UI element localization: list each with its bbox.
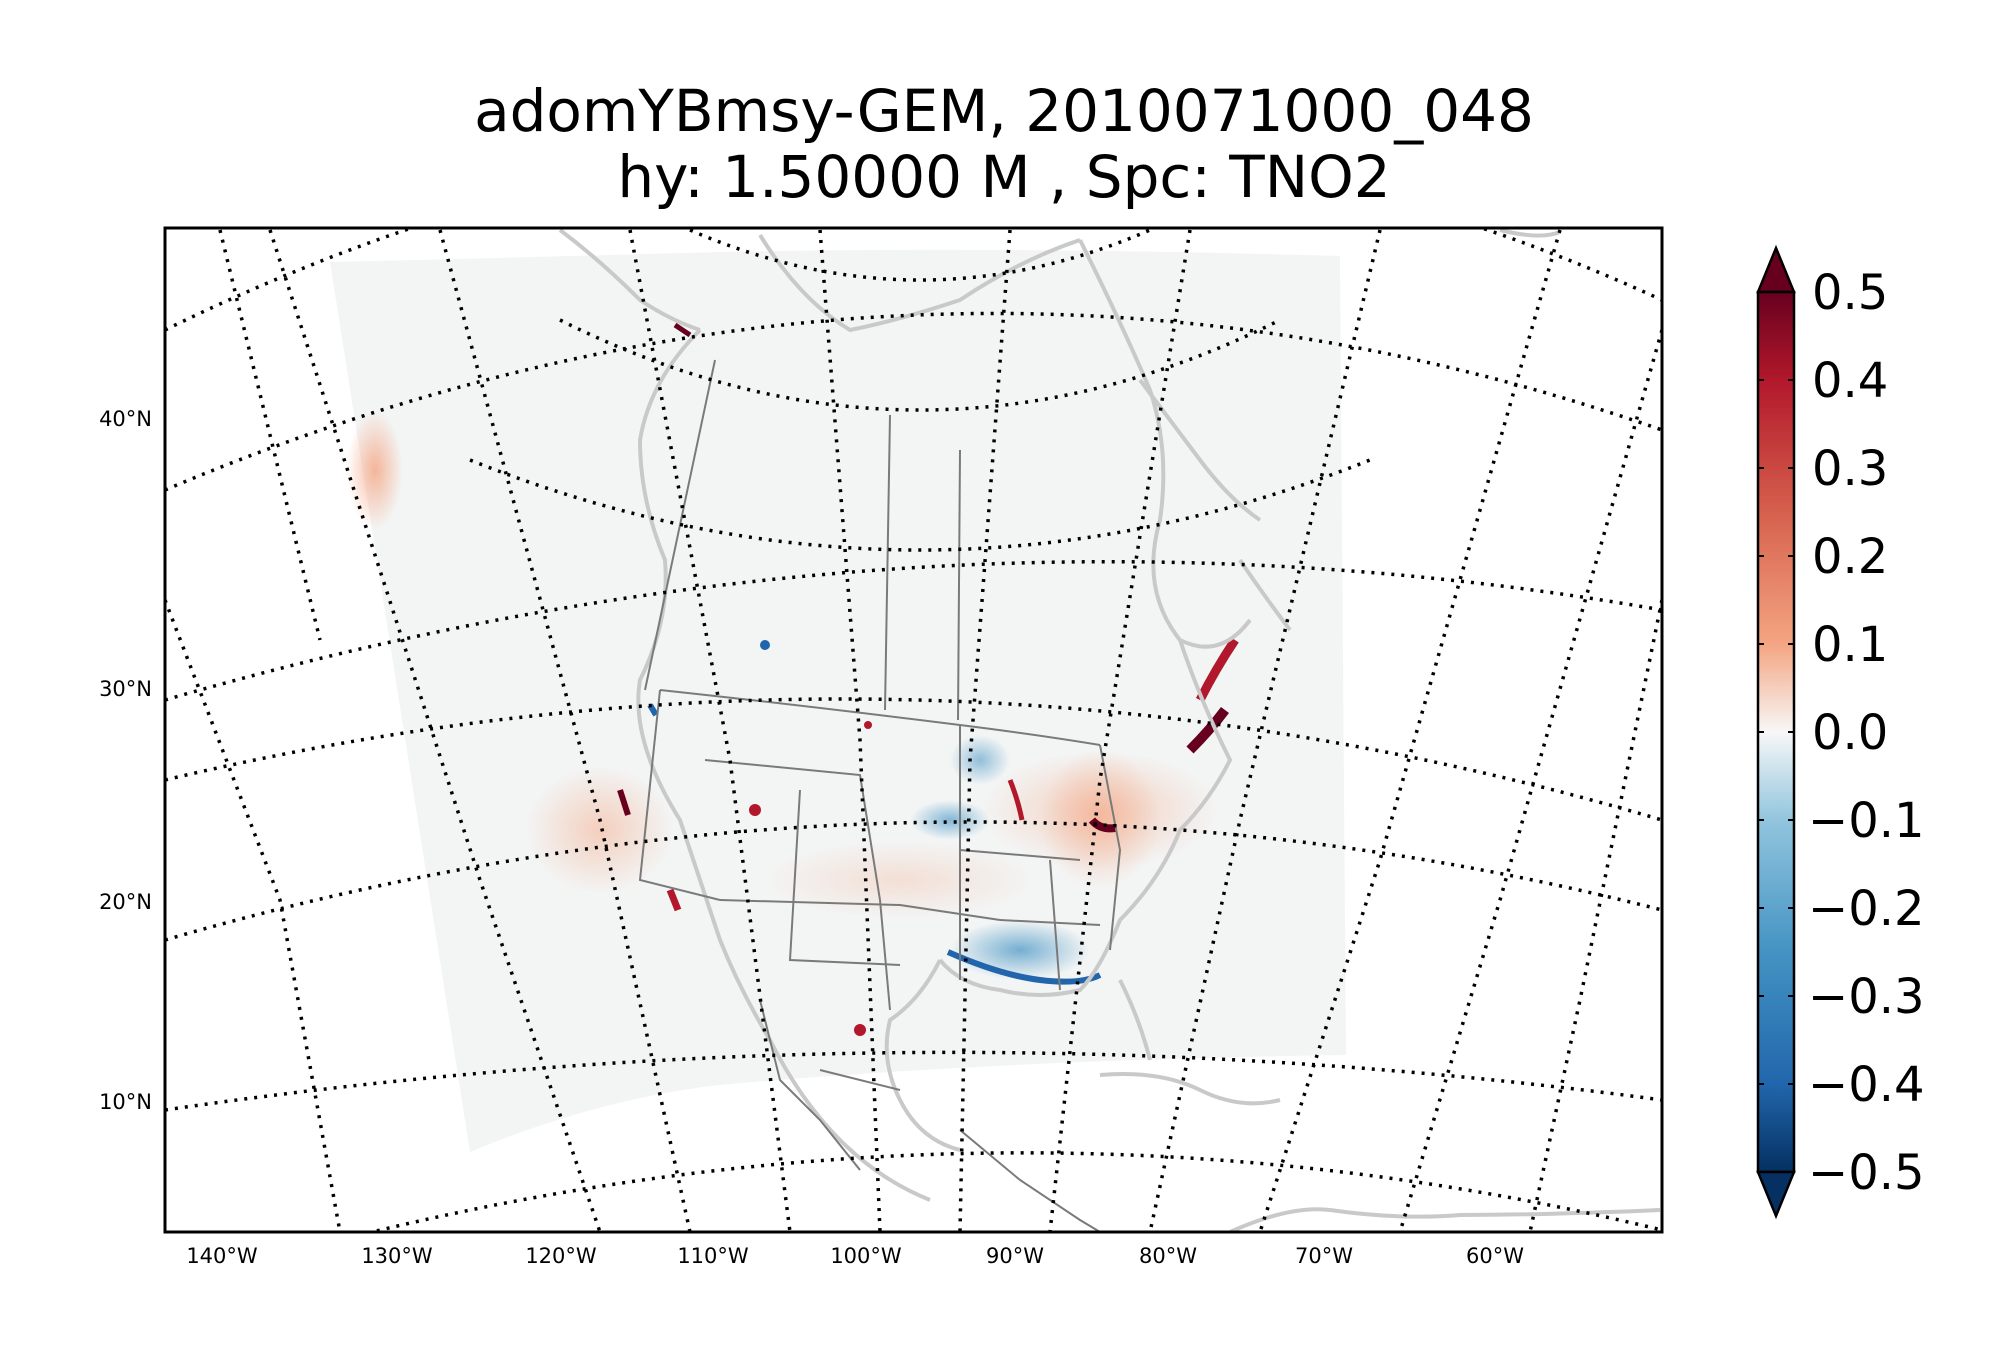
lon-label: 80°W [1139,1244,1197,1268]
colorbar-tick-label: 0.1 [1812,617,1888,673]
colorbar-tick-label: 0.4 [1812,353,1888,409]
lat-label: 30°N [99,677,152,701]
colorbar-tick-label: −0.2 [1808,881,1925,937]
lat-label: 20°N [99,890,152,914]
lon-labels: 140°W 130°W 120°W 110°W 100°W 90°W 80°W … [186,1244,1524,1268]
coastlines [558,228,1661,1232]
colorbar-extend-min [1756,1170,1796,1220]
lat-label: 10°N [99,1090,152,1114]
anomaly-field [347,322,1239,1036]
lon-label: 70°W [1295,1244,1353,1268]
colorbar-tick-label: −0.3 [1808,969,1925,1025]
lon-label: 110°W [677,1244,749,1268]
colorbar-ticks: 0.5 0.4 0.3 0.2 0.1 0.0 −0.1 −0.2 −0.3 −0.4 −0.5 [1758,265,1925,1201]
lat-label: 40°N [99,407,152,431]
colorbar-tick-label: 0.3 [1812,441,1888,497]
lat-labels: 40°N 30°N 20°N 10°N [99,407,152,1114]
map-content [165,228,1662,1232]
colorbar: 0.5 0.4 0.3 0.2 0.1 0.0 −0.1 −0.2 −0.3 −0.4 −0.5 [1756,244,1925,1220]
colorbar-tick-label: 0.2 [1812,529,1888,585]
lon-label: 90°W [986,1244,1044,1268]
colorbar-tick-label: 0.5 [1812,265,1888,321]
figure-title: adomYBmsy-GEM, 2010071000_048 hy: 1.5000… [0,78,2008,210]
colorbar-tick-label: 0.0 [1812,705,1888,761]
colorbar-tick-label: −0.4 [1808,1057,1925,1113]
lon-label: 120°W [525,1244,597,1268]
political-boundaries [638,359,1122,1232]
model-domain [330,249,1346,1152]
graticule [165,228,1662,1232]
colorbar-tick-label: −0.5 [1808,1145,1925,1201]
title-line-2: hy: 1.50000 M , Spc: TNO2 [617,143,1391,211]
colorbar-extend-max [1756,244,1796,294]
map-frame [163,226,1664,1234]
lon-label: 140°W [186,1244,258,1268]
lon-label: 60°W [1466,1244,1524,1268]
colorbar-tick-label: −0.1 [1808,793,1925,849]
lon-label: 100°W [830,1244,902,1268]
lon-label: 130°W [361,1244,433,1268]
title-line-1: adomYBmsy-GEM, 2010071000_048 [474,77,1534,145]
